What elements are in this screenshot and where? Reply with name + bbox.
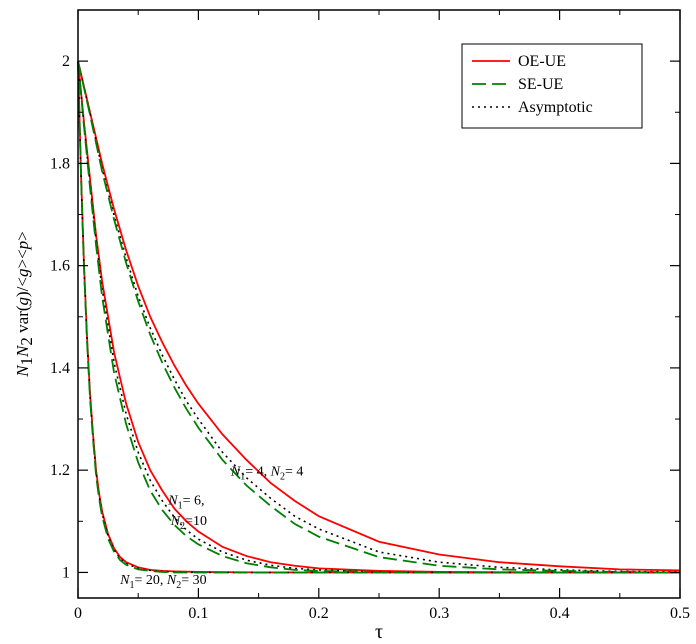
series-line-2	[77, 60, 681, 574]
x-tick-label: 0.3	[429, 605, 449, 622]
x-tick-label: 0	[74, 605, 82, 622]
series-line-8	[77, 61, 680, 574]
y-tick-label: 1.2	[50, 462, 70, 479]
x-tick-label: 0.1	[188, 605, 208, 622]
annotation-n6b: N2=10	[170, 514, 207, 532]
y-tick-label: 1.6	[50, 258, 70, 275]
annotation-n6a: N1= 6,	[167, 493, 204, 511]
series-line-0	[77, 60, 681, 572]
y-tick-label: 1.8	[50, 155, 70, 172]
series-line-1	[77, 60, 681, 573]
y-tick-label: 1.4	[50, 360, 70, 377]
x-tick-label: 0.4	[550, 605, 570, 622]
x-axis-title: τ	[375, 621, 383, 643]
legend: OE-UE SE-UE Asymptotic	[461, 43, 643, 129]
legend-label-2: Asymptotic	[518, 99, 593, 116]
x-tick-label: 0.5	[670, 605, 690, 622]
legend-label-0: OE-UE	[518, 53, 566, 70]
legend-label-1: SE-UE	[518, 76, 563, 93]
series-layer	[77, 60, 681, 574]
annotation-n20: N1= 20, N2= 30	[119, 573, 207, 591]
legend-box	[461, 43, 643, 129]
y-axis-title: N1N2 var(g)/<g><p>	[13, 231, 36, 378]
series-line-5	[77, 61, 680, 574]
series-line-3	[77, 61, 680, 574]
y-tick-label: 1	[62, 564, 70, 581]
axes-layer: 0 0.1 0.2 0.3 0.4 0.5 1 1.2 1.4 1.6 1.8 2 τ N1N2 var(…	[13, 9, 690, 643]
annotation-layer: N1= 4, N2= 4 N1= 6, N2=10 N1= 20, N2= 30	[119, 464, 303, 591]
annotation-n4: N1= 4, N2= 4	[230, 464, 304, 482]
y-tick-label: 2	[62, 53, 70, 70]
x-tick-label: 0.2	[309, 605, 329, 622]
